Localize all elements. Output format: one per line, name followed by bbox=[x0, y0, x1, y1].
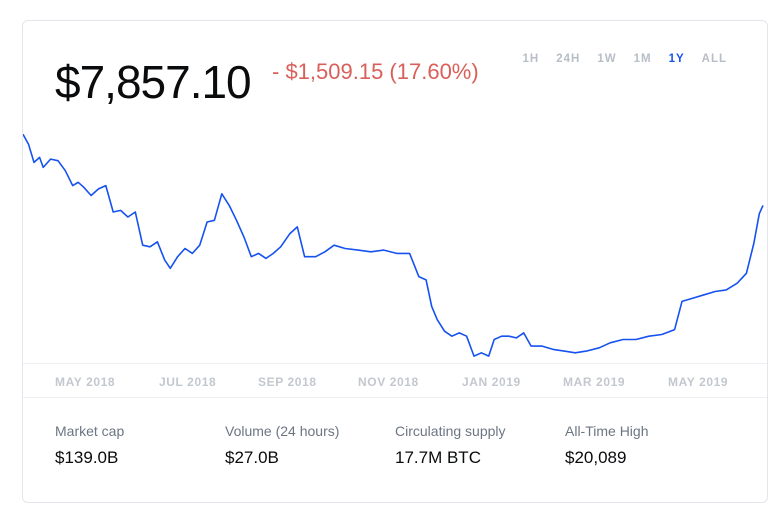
stat-volume: Volume (24 hours) $27.0B bbox=[225, 423, 339, 468]
x-tick-label: JUL 2018 bbox=[159, 375, 217, 389]
x-tick-label: SEP 2018 bbox=[258, 375, 317, 389]
stat-circulating-supply: Circulating supply 17.7M BTC bbox=[395, 423, 506, 468]
price-card: $7,857.10 - $1,509.15 (17.60%) 1H 24H 1W… bbox=[22, 20, 768, 503]
stat-value: $27.0B bbox=[225, 448, 279, 467]
stat-value: $139.0B bbox=[55, 448, 119, 467]
x-axis-bottom-rule bbox=[23, 397, 767, 398]
x-tick-label: MAR 2019 bbox=[563, 375, 626, 389]
price-series-line bbox=[23, 133, 764, 357]
x-axis-top-rule bbox=[23, 363, 767, 364]
x-tick-label: JAN 2019 bbox=[462, 375, 521, 389]
stat-label: Market cap bbox=[55, 423, 125, 439]
x-tick-label: NOV 2018 bbox=[358, 375, 419, 389]
x-tick-label: MAY 2019 bbox=[668, 375, 729, 389]
price-chart bbox=[23, 133, 764, 357]
range-all[interactable]: ALL bbox=[701, 53, 727, 65]
stat-label: Circulating supply bbox=[395, 423, 506, 439]
range-1w[interactable]: 1W bbox=[597, 53, 617, 65]
range-selector: 1H 24H 1W 1M 1Y ALL bbox=[506, 53, 727, 65]
range-1h[interactable]: 1H bbox=[522, 53, 540, 65]
price-line-group bbox=[23, 133, 764, 357]
range-24h[interactable]: 24H bbox=[556, 53, 581, 65]
stat-label: Volume (24 hours) bbox=[225, 423, 340, 439]
current-price: $7,857.10 bbox=[55, 56, 252, 108]
range-1m[interactable]: 1M bbox=[633, 53, 652, 65]
stat-label: All-Time High bbox=[565, 423, 649, 439]
price-change: - $1,509.15 (17.60%) bbox=[272, 59, 479, 84]
stat-value: 17.7M BTC bbox=[395, 448, 481, 467]
stat-value: $20,089 bbox=[565, 448, 627, 467]
range-1y[interactable]: 1Y bbox=[668, 53, 685, 65]
x-tick-label: MAY 2018 bbox=[55, 375, 116, 389]
stat-all-time-high: All-Time High $20,089 bbox=[565, 423, 649, 468]
stat-market-cap: Market cap $139.0B bbox=[55, 423, 124, 468]
